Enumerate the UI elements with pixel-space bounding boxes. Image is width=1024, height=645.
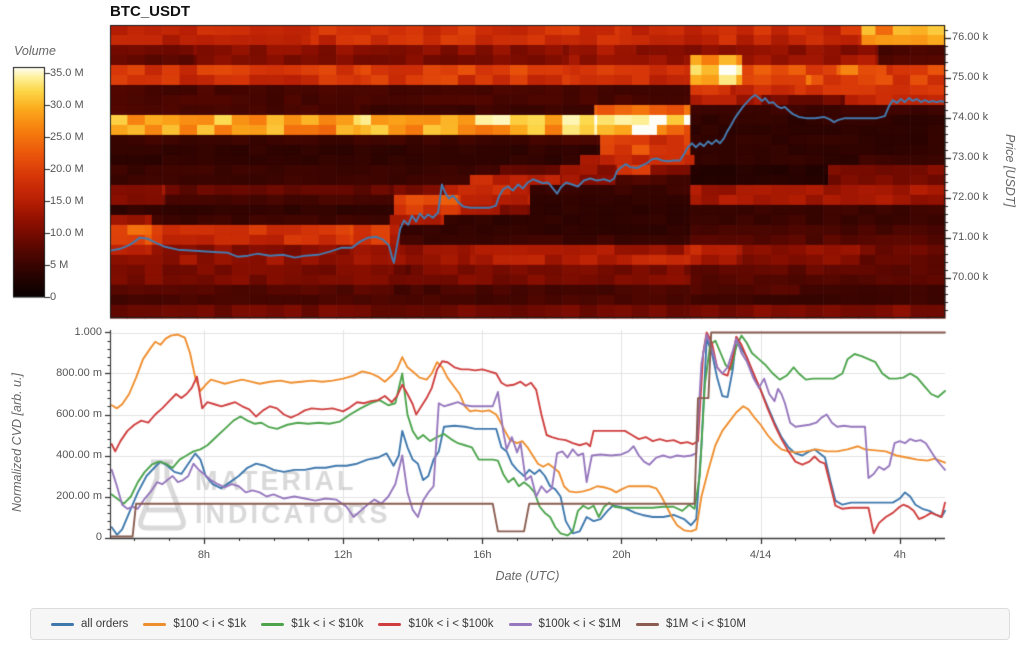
- price-tick-label: 72.00 k: [952, 191, 989, 204]
- legend-swatch-icon: [378, 622, 402, 626]
- volume-colorbar: [10, 62, 52, 306]
- legend-label: $100 < i < $1k: [173, 618, 247, 630]
- legend-label: $10k < i < $100k: [408, 618, 494, 630]
- x-axis-title: Date (UTC): [495, 569, 560, 583]
- legend-swatch-icon: [636, 622, 659, 626]
- price-tick-label: 75.00 k: [952, 71, 989, 84]
- volume-tick-label: 30.0 M: [50, 98, 84, 111]
- legend-label: $1M < i < $10M: [666, 618, 746, 630]
- legend-swatch-icon: [143, 622, 167, 626]
- legend-swatch-icon: [261, 622, 285, 626]
- cvd-y-axis-title: Normalized CVD [arb. u.]: [10, 373, 24, 512]
- cvd-y-tick-label: 400.00 m: [56, 449, 102, 461]
- price-tick-label: 71.00 k: [952, 231, 989, 244]
- legend-label: all orders: [81, 618, 129, 630]
- legend-item-3: $10k < i < $100k: [378, 618, 494, 630]
- page-title: BTC_USDT: [110, 3, 191, 20]
- cvd-y-tick-label: 0: [95, 531, 102, 543]
- cvd-chart-canvas[interactable]: [95, 322, 975, 557]
- cvd-y-tick-label: 1.000: [74, 326, 102, 338]
- cvd-x-tick-label: 4/14: [749, 549, 772, 561]
- volume-tick-label: 25.0 M: [50, 130, 84, 143]
- legend-item-5: $1M < i < $10M: [636, 618, 746, 630]
- price-tick-label: 76.00 k: [952, 31, 989, 44]
- cvd-y-tick-label: 600.00 m: [56, 408, 102, 420]
- volume-tick-label: 15.0 M: [50, 194, 84, 207]
- volume-tick-label: 10.0 M: [50, 226, 84, 239]
- volume-tick-label: 5 M: [50, 258, 69, 271]
- series-legend: all orders $100 < i < $1k $1k < i < $10k $1…: [30, 608, 1010, 640]
- price-tick-label: 70.00 k: [952, 271, 989, 284]
- cvd-x-tick-label: 4h: [893, 549, 906, 561]
- liquidity-heatmap-canvas[interactable]: [95, 18, 975, 328]
- legend-item-4: $100k < i < $1M: [508, 618, 621, 630]
- legend-label: $1k < i < $10k: [291, 618, 364, 630]
- price-axis-title: Price [USDT]: [1003, 133, 1017, 207]
- volume-tick-label: 35.0 M: [50, 66, 84, 79]
- legend-label: $100k < i < $1M: [538, 618, 621, 630]
- cvd-y-tick-label: 200.00 m: [56, 490, 102, 502]
- legend-swatch-icon: [508, 622, 532, 626]
- volume-tick-label: 0: [50, 290, 57, 303]
- legend-item-0: all orders: [51, 618, 128, 630]
- price-tick-label: 74.00 k: [952, 111, 989, 124]
- cvd-x-tick-label: 8h: [197, 549, 211, 561]
- legend-item-2: $1k < i < $10k: [261, 618, 363, 630]
- cvd-x-tick-label: 16h: [473, 549, 492, 561]
- volume-tick-label: 20.0 M: [50, 162, 84, 175]
- cvd-x-tick-label: 20h: [612, 549, 631, 561]
- legend-swatch-icon: [51, 622, 74, 626]
- price-tick-label: 73.00 k: [952, 151, 989, 164]
- cvd-y-tick-label: 800.00 m: [56, 367, 102, 379]
- legend-item-1: $100 < i < $1k: [143, 618, 246, 630]
- volume-colorbar-label: Volume: [14, 44, 56, 58]
- cvd-x-tick-label: 12h: [333, 549, 353, 561]
